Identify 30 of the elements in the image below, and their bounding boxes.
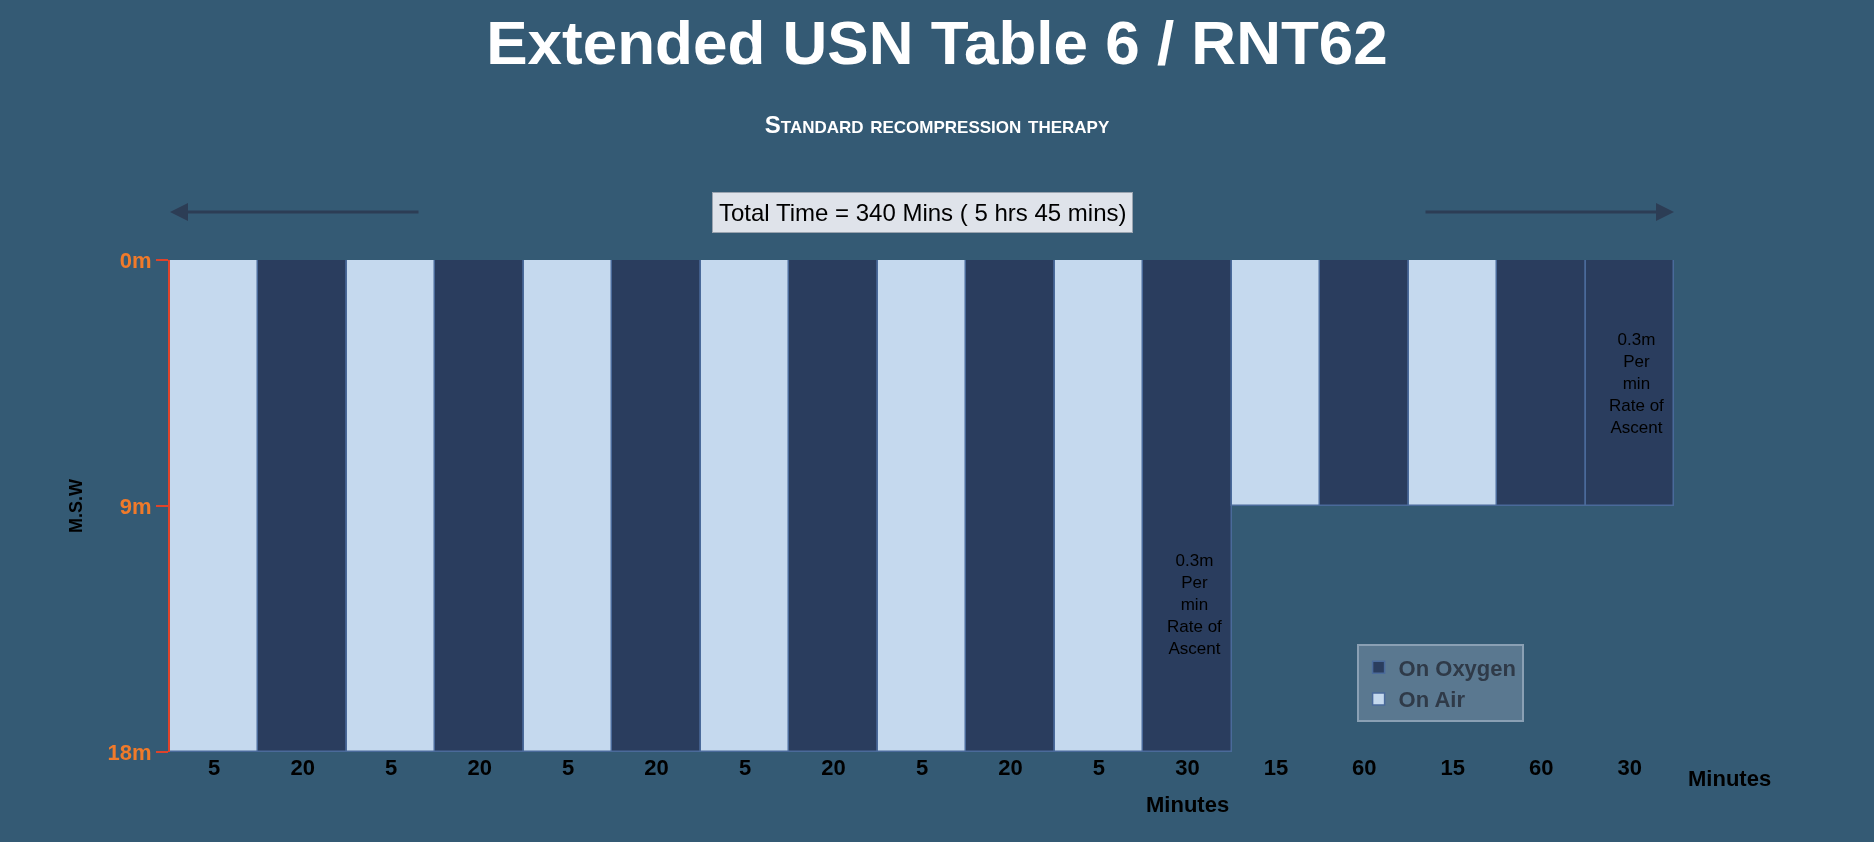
x-tick-label: 30 xyxy=(1617,755,1642,780)
x-tick-label: 5 xyxy=(1092,755,1106,780)
y-tick-label: 0m xyxy=(119,247,152,273)
x-tick-label: 5 xyxy=(915,755,929,780)
annotation: 0.3m Per min Rate of Ascent xyxy=(1609,330,1665,438)
x-tick-label: 20 xyxy=(290,755,315,780)
legend-label: On Air xyxy=(1398,687,1466,713)
x-tick-label: 20 xyxy=(821,755,846,780)
y-tick-label: 18m xyxy=(107,739,152,765)
chart-subtitle: Standard recompression therapy xyxy=(764,110,1110,138)
x-tick-label: 20 xyxy=(998,755,1023,780)
text: Total Time = 340 Mins ( 5 hrs 45 mins) xyxy=(719,199,1127,226)
x-tick-label: 5 xyxy=(738,755,752,780)
text: Minutes xyxy=(1688,766,1772,791)
legend-label: On Oxygen xyxy=(1398,655,1516,681)
x-tick-label: 5 xyxy=(561,755,575,780)
x-tick-label: 20 xyxy=(467,755,492,780)
annotation: 0.3m Per min Rate of Ascent xyxy=(1167,551,1223,659)
x-tick-label: 30 xyxy=(1175,755,1200,780)
x-tick-label: 60 xyxy=(1352,755,1377,780)
x-tick-label: 5 xyxy=(208,755,221,780)
x-tick-label: 15 xyxy=(1263,755,1289,780)
x-tick-label: 20 xyxy=(644,755,669,780)
x-tick-label: 60 xyxy=(1529,755,1554,780)
y-axis-title: M.S.W xyxy=(66,479,87,533)
x-tick-label: 5 xyxy=(385,755,398,780)
text: Minutes xyxy=(1146,792,1230,817)
chart-title: Extended USN Table 6 / RNT62 xyxy=(486,8,1388,78)
x-tick-label: 15 xyxy=(1440,755,1466,780)
y-tick-label: 9m xyxy=(119,493,152,519)
